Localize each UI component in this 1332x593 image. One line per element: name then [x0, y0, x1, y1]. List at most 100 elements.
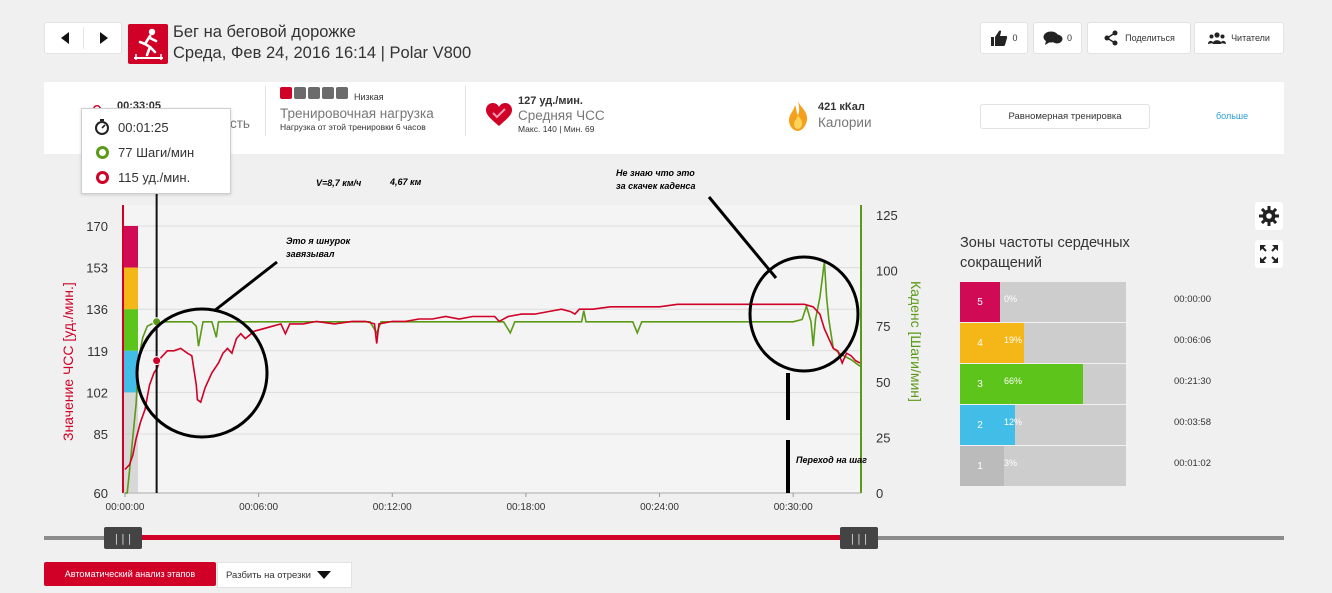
- zone-time: 00:00:00: [1174, 294, 1211, 305]
- page-title: Бег на беговой дорожке: [173, 23, 356, 41]
- auto-analysis-button[interactable]: Автоматический анализ этапов: [44, 562, 216, 586]
- zone-number: 2: [960, 405, 1000, 445]
- zone-bar: 3%: [1000, 446, 1126, 486]
- avg-hr-value: 127 уд./мин.: [518, 95, 583, 107]
- share-label: Поделиться: [1125, 33, 1175, 43]
- timeline-start-handle[interactable]: |||: [104, 527, 142, 549]
- chevron-right-icon: [99, 32, 108, 44]
- stopwatch-icon: [94, 119, 110, 135]
- zone-time: 00:21:30: [1174, 376, 1211, 387]
- divider: [83, 27, 84, 49]
- tooltip-time: 00:01:25: [118, 119, 169, 135]
- training-load-label: Тренировочная нагрузка: [280, 106, 434, 121]
- users-icon: [1208, 32, 1227, 44]
- tooltip-time-row: 00:01:25: [94, 119, 169, 135]
- zone-bar-fill: [1000, 446, 1004, 486]
- readers-button[interactable]: Читатели: [1194, 22, 1284, 54]
- navigation-group: [44, 22, 122, 54]
- session-subtitle: Среда, Фев 24, 2016 16:14 | Polar V800: [173, 44, 472, 62]
- tooltip-cadence: 77 Шаги/мин: [118, 144, 195, 160]
- tooltip-cadence-row: 77 Шаги/мин: [94, 144, 194, 160]
- zone-percent: 12%: [1004, 417, 1023, 427]
- divider: [465, 86, 466, 136]
- zone-number: 4: [960, 323, 1000, 363]
- zone-bar: 19%: [1000, 323, 1126, 363]
- zone-bar-fill: [1000, 405, 1016, 445]
- load-segment: [294, 87, 306, 99]
- chart-settings-button[interactable]: [1255, 202, 1283, 230]
- cadence-marker-icon: [94, 144, 110, 160]
- zone-number: 3: [960, 364, 1000, 404]
- note-shoelace-line1: Это я шнурок: [286, 236, 351, 246]
- zone-time: 00:03:58: [1174, 417, 1211, 428]
- timeline-end-handle[interactable]: |||: [840, 527, 878, 549]
- divider: [265, 86, 266, 136]
- zone-percent: 66%: [1004, 376, 1023, 386]
- chevron-left-icon: [60, 32, 69, 44]
- training-load-meter: [280, 87, 348, 99]
- comments-count: 0: [1066, 33, 1072, 43]
- zone-bar: 12%: [1000, 405, 1126, 445]
- chart-tooltip: 00:01:25 77 Шаги/мин 115 уд./мин.: [81, 108, 231, 194]
- zone-percent: 3%: [1004, 458, 1018, 468]
- share-icon: [1104, 30, 1118, 46]
- note-shoelace: Это я шнурок завязывал: [286, 235, 350, 261]
- zone-percent: 19%: [1004, 335, 1023, 345]
- likes-count: 0: [1012, 33, 1018, 43]
- more-link[interactable]: больше: [1216, 111, 1249, 121]
- gear-icon: [1259, 206, 1279, 226]
- flame-icon: [788, 101, 808, 136]
- like-button[interactable]: 0: [980, 22, 1028, 54]
- zone-bar: 66%: [1000, 364, 1126, 404]
- thumbs-up-icon: [991, 30, 1008, 46]
- avg-hr-label: Средняя ЧСС: [518, 108, 605, 123]
- caret-down-icon: [316, 571, 331, 579]
- speed-annotation: V=8,7 км/ч: [316, 178, 362, 188]
- distance-annotation: 4,67 км: [390, 177, 422, 187]
- zone-number: 1: [960, 446, 1000, 486]
- note-cadence-spike: Не знаю что это за скачек каденса: [616, 167, 695, 193]
- timeline-selection[interactable]: [128, 535, 858, 540]
- hr-marker-icon: [94, 169, 110, 185]
- tooltip-hr: 115 уд./мин.: [118, 169, 191, 185]
- zone-time: 00:06:06: [1174, 335, 1211, 346]
- heart-icon: [486, 103, 512, 132]
- note-cadence-spike-line2: за скачек каденса: [616, 181, 696, 191]
- calories-label: Калории: [818, 115, 872, 130]
- note-cadence-spike-line1: Не знаю что это: [616, 168, 695, 178]
- avg-hr-range: Макс. 140 | Мин. 69: [518, 124, 595, 134]
- zone-time: 00:01:02: [1174, 458, 1211, 469]
- zone-percent: 0%: [1004, 294, 1018, 304]
- prev-button[interactable]: [45, 23, 84, 53]
- load-segment: [322, 87, 334, 99]
- note-walk-transition: Переход на шаг: [796, 455, 867, 465]
- zone-bar-fill: [1000, 323, 1024, 363]
- zone-number: 5: [960, 282, 1000, 322]
- zone-bar: 0%: [1000, 282, 1126, 322]
- top-bar: Бег на беговой дорожке Среда, Фев 24, 20…: [0, 0, 1332, 80]
- training-load-level: Низкая: [354, 92, 384, 102]
- training-type-button[interactable]: Равномерная тренировка: [980, 104, 1150, 129]
- split-segments-label: Разбить на отрезки: [226, 569, 311, 581]
- duration-label: сть: [230, 116, 250, 131]
- expand-icon: [1260, 245, 1278, 263]
- split-segments-dropdown[interactable]: Разбить на отрезки: [217, 562, 352, 588]
- load-segment: [308, 87, 320, 99]
- comments-icon: [1043, 31, 1063, 45]
- hr-axis-label: Значение ЧСС [уд./мин.]: [60, 282, 76, 441]
- tooltip-hr-row: 115 уд./мин.: [94, 169, 190, 185]
- readers-label: Читатели: [1231, 33, 1270, 43]
- zones-title: Зоны частоты сердечных сокращений: [960, 235, 1130, 271]
- note-shoelace-line2: завязывал: [286, 249, 335, 259]
- load-segment: [336, 87, 348, 99]
- calories-value: 421 кКал: [818, 101, 865, 113]
- zone-bar-fill: [1000, 364, 1084, 404]
- fullscreen-button[interactable]: [1255, 240, 1283, 268]
- share-button[interactable]: Поделиться: [1087, 22, 1191, 54]
- treadmill-running-icon: [128, 24, 168, 64]
- next-button[interactable]: [84, 23, 123, 53]
- cadence-axis-label: Каденс [Шаги/мин]: [908, 281, 924, 402]
- comment-button[interactable]: 0: [1033, 22, 1082, 54]
- load-segment-active: [280, 87, 292, 99]
- training-load-desc: Нагрузка от этой тренировки 6 часов: [280, 122, 426, 132]
